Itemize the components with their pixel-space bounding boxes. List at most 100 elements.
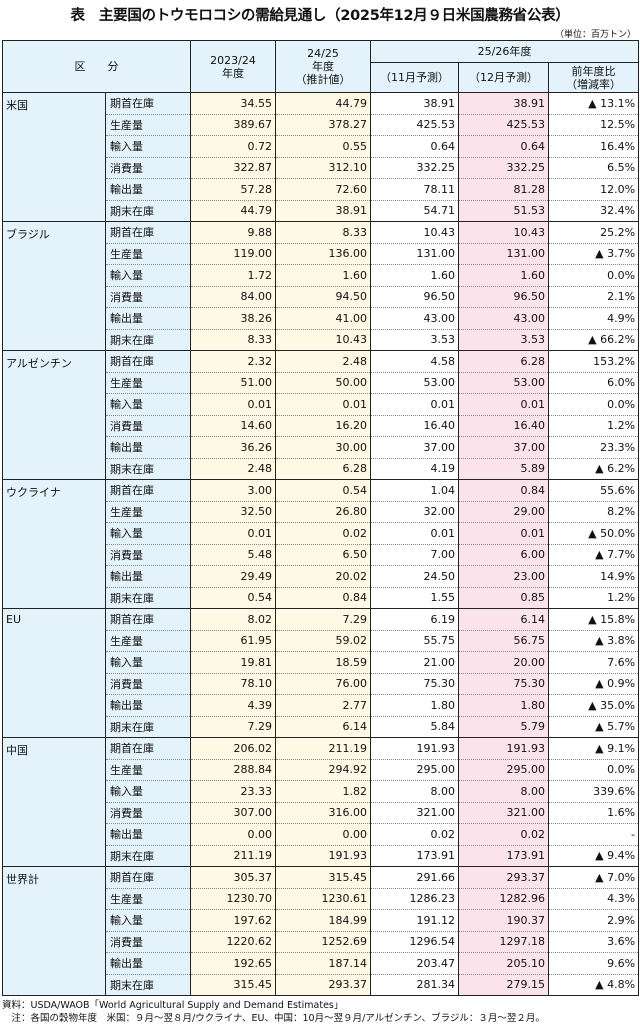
- item-label: 期末在庫: [105, 845, 191, 867]
- value-cell: 321.00: [370, 802, 459, 824]
- value-cell: 293.37: [275, 974, 371, 996]
- value-cell: 23.00: [458, 565, 549, 588]
- value-cell: ▲ 9.1%: [547, 737, 640, 760]
- table-row: 輸出量 38.26 41.00 43.00 43.00 4.9%: [3, 307, 640, 330]
- item-label: 消費量: [105, 802, 191, 824]
- value-cell: 1220.62: [190, 931, 276, 953]
- value-cell: 191.93: [370, 737, 459, 760]
- value-cell: 24.50: [370, 565, 459, 588]
- value-cell: 6.5%: [547, 157, 640, 179]
- table-row: 世界計 期首在庫 305.37 315.45 291.66 293.37 ▲ 7.0%: [2, 866, 640, 996]
- table-row: 輸出量 29.49 20.02 24.50 23.00 14.9%: [3, 565, 640, 588]
- item-label: 輸入量: [105, 393, 191, 416]
- value-cell: ▲ 7.0%: [547, 866, 640, 889]
- value-cell: 5.48: [190, 544, 276, 566]
- value-cell: 76.00: [275, 673, 371, 695]
- value-cell: 81.28: [458, 178, 549, 201]
- value-cell: 4.3%: [547, 888, 640, 910]
- value-cell: 279.15: [458, 974, 549, 996]
- item-label: 期末在庫: [105, 329, 191, 351]
- value-cell: 2.77: [275, 694, 371, 717]
- value-cell: 32.50: [190, 501, 276, 523]
- value-cell: 191.93: [275, 845, 371, 867]
- table-row: 輸入量 0.01 0.01 0.01 0.01 0.0%: [3, 393, 640, 416]
- item-label: 期末在庫: [105, 974, 191, 996]
- value-cell: 0.0%: [547, 759, 640, 781]
- item-label: 輸出量: [105, 178, 191, 201]
- item-label: 輸出量: [105, 307, 191, 330]
- table-row: 消費量 5.48 6.50 7.00 6.00 ▲ 7.7%: [3, 544, 640, 566]
- value-cell: 55.75: [370, 630, 459, 652]
- value-cell: 23.3%: [547, 436, 640, 459]
- value-cell: 6.28: [275, 458, 371, 480]
- value-cell: 8.02: [190, 608, 276, 631]
- value-cell: 2.48: [275, 350, 371, 373]
- value-cell: ▲ 4.8%: [547, 974, 640, 996]
- country-label: 中国: [2, 737, 106, 867]
- table-row: ウクライナ 期首在庫 3.00 0.54 1.04 0.84 55.6%: [2, 479, 640, 609]
- item-label: 輸入量: [105, 522, 191, 545]
- supply-demand-table: 区 分 2023/24 年度 24/25 年度 （推計値） 25/26年度 （1…: [2, 40, 640, 996]
- item-label: 期末在庫: [105, 200, 191, 222]
- value-cell: 4.19: [370, 458, 459, 480]
- value-cell: 8.00: [370, 780, 459, 803]
- header-dec-forecast: （12月予測）: [458, 62, 549, 93]
- value-cell: 29.49: [190, 565, 276, 588]
- value-cell: 38.91: [275, 200, 371, 222]
- value-cell: 0.00: [190, 823, 276, 846]
- value-cell: 6.50: [275, 544, 371, 566]
- value-cell: 2.9%: [547, 909, 640, 932]
- value-cell: 0.02: [275, 522, 371, 545]
- table-row: アルゼンチン 期首在庫 2.32 2.48 4.58 6.28 153.2%: [2, 350, 640, 480]
- value-cell: 192.65: [190, 952, 276, 975]
- value-cell: 9.88: [190, 221, 276, 244]
- value-cell: 4.9%: [547, 307, 640, 330]
- table-row: 輸入量 0.72 0.55 0.64 0.64 16.4%: [3, 135, 640, 158]
- table-title: 表 主要国のトウモロコシの需給見通し（2025年12月９日米国農務省公表）: [70, 8, 570, 24]
- value-cell: 0.0%: [547, 393, 640, 416]
- value-cell: 0.02: [370, 823, 459, 846]
- value-cell: 54.71: [370, 200, 459, 222]
- value-cell: 191.93: [458, 737, 549, 760]
- value-cell: 315.45: [275, 866, 371, 889]
- item-label: 消費量: [105, 286, 191, 308]
- value-cell: 75.30: [458, 673, 549, 695]
- value-cell: 96.50: [370, 286, 459, 308]
- value-cell: 5.84: [370, 716, 459, 738]
- value-cell: 43.00: [370, 307, 459, 330]
- value-cell: 56.75: [458, 630, 549, 652]
- country-label: 米国: [2, 92, 106, 222]
- value-cell: 1297.18: [458, 931, 549, 953]
- value-cell: 5.89: [458, 458, 549, 480]
- table-row: 期末在庫 2.48 6.28 4.19 5.89 ▲ 6.2%: [3, 458, 640, 480]
- value-cell: 1286.23: [370, 888, 459, 910]
- value-cell: ▲ 13.1%: [547, 92, 640, 115]
- value-cell: 30.00: [275, 436, 371, 459]
- value-cell: 78.11: [370, 178, 459, 201]
- value-cell: 14.60: [190, 415, 276, 437]
- value-cell: 7.00: [370, 544, 459, 566]
- value-cell: 38.91: [370, 92, 459, 115]
- value-cell: 184.99: [275, 909, 371, 932]
- value-cell: 0.01: [190, 393, 276, 416]
- item-label: 輸入量: [105, 909, 191, 932]
- value-cell: ▲ 6.2%: [547, 458, 640, 480]
- table-row: 輸入量 0.01 0.02 0.01 0.01 ▲ 50.0%: [3, 522, 640, 545]
- table-row: 輸出量 57.28 72.60 78.11 81.28 12.0%: [3, 178, 640, 201]
- value-cell: 0.01: [370, 522, 459, 545]
- value-cell: 281.34: [370, 974, 459, 996]
- value-cell: 8.2%: [547, 501, 640, 523]
- value-cell: 1.2%: [547, 415, 640, 437]
- value-cell: 12.0%: [547, 178, 640, 201]
- value-cell: 295.00: [370, 759, 459, 781]
- item-label: 生産量: [105, 630, 191, 652]
- unit-label: （単位：百万トン）: [554, 30, 636, 40]
- value-cell: ▲ 35.0%: [547, 694, 640, 717]
- value-cell: 29.00: [458, 501, 549, 523]
- value-cell: 119.00: [190, 243, 276, 265]
- value-cell: 23.33: [190, 780, 276, 803]
- value-cell: 190.37: [458, 909, 549, 932]
- value-cell: 0.01: [190, 522, 276, 545]
- value-cell: 187.14: [275, 952, 371, 975]
- value-cell: 44.79: [275, 92, 371, 115]
